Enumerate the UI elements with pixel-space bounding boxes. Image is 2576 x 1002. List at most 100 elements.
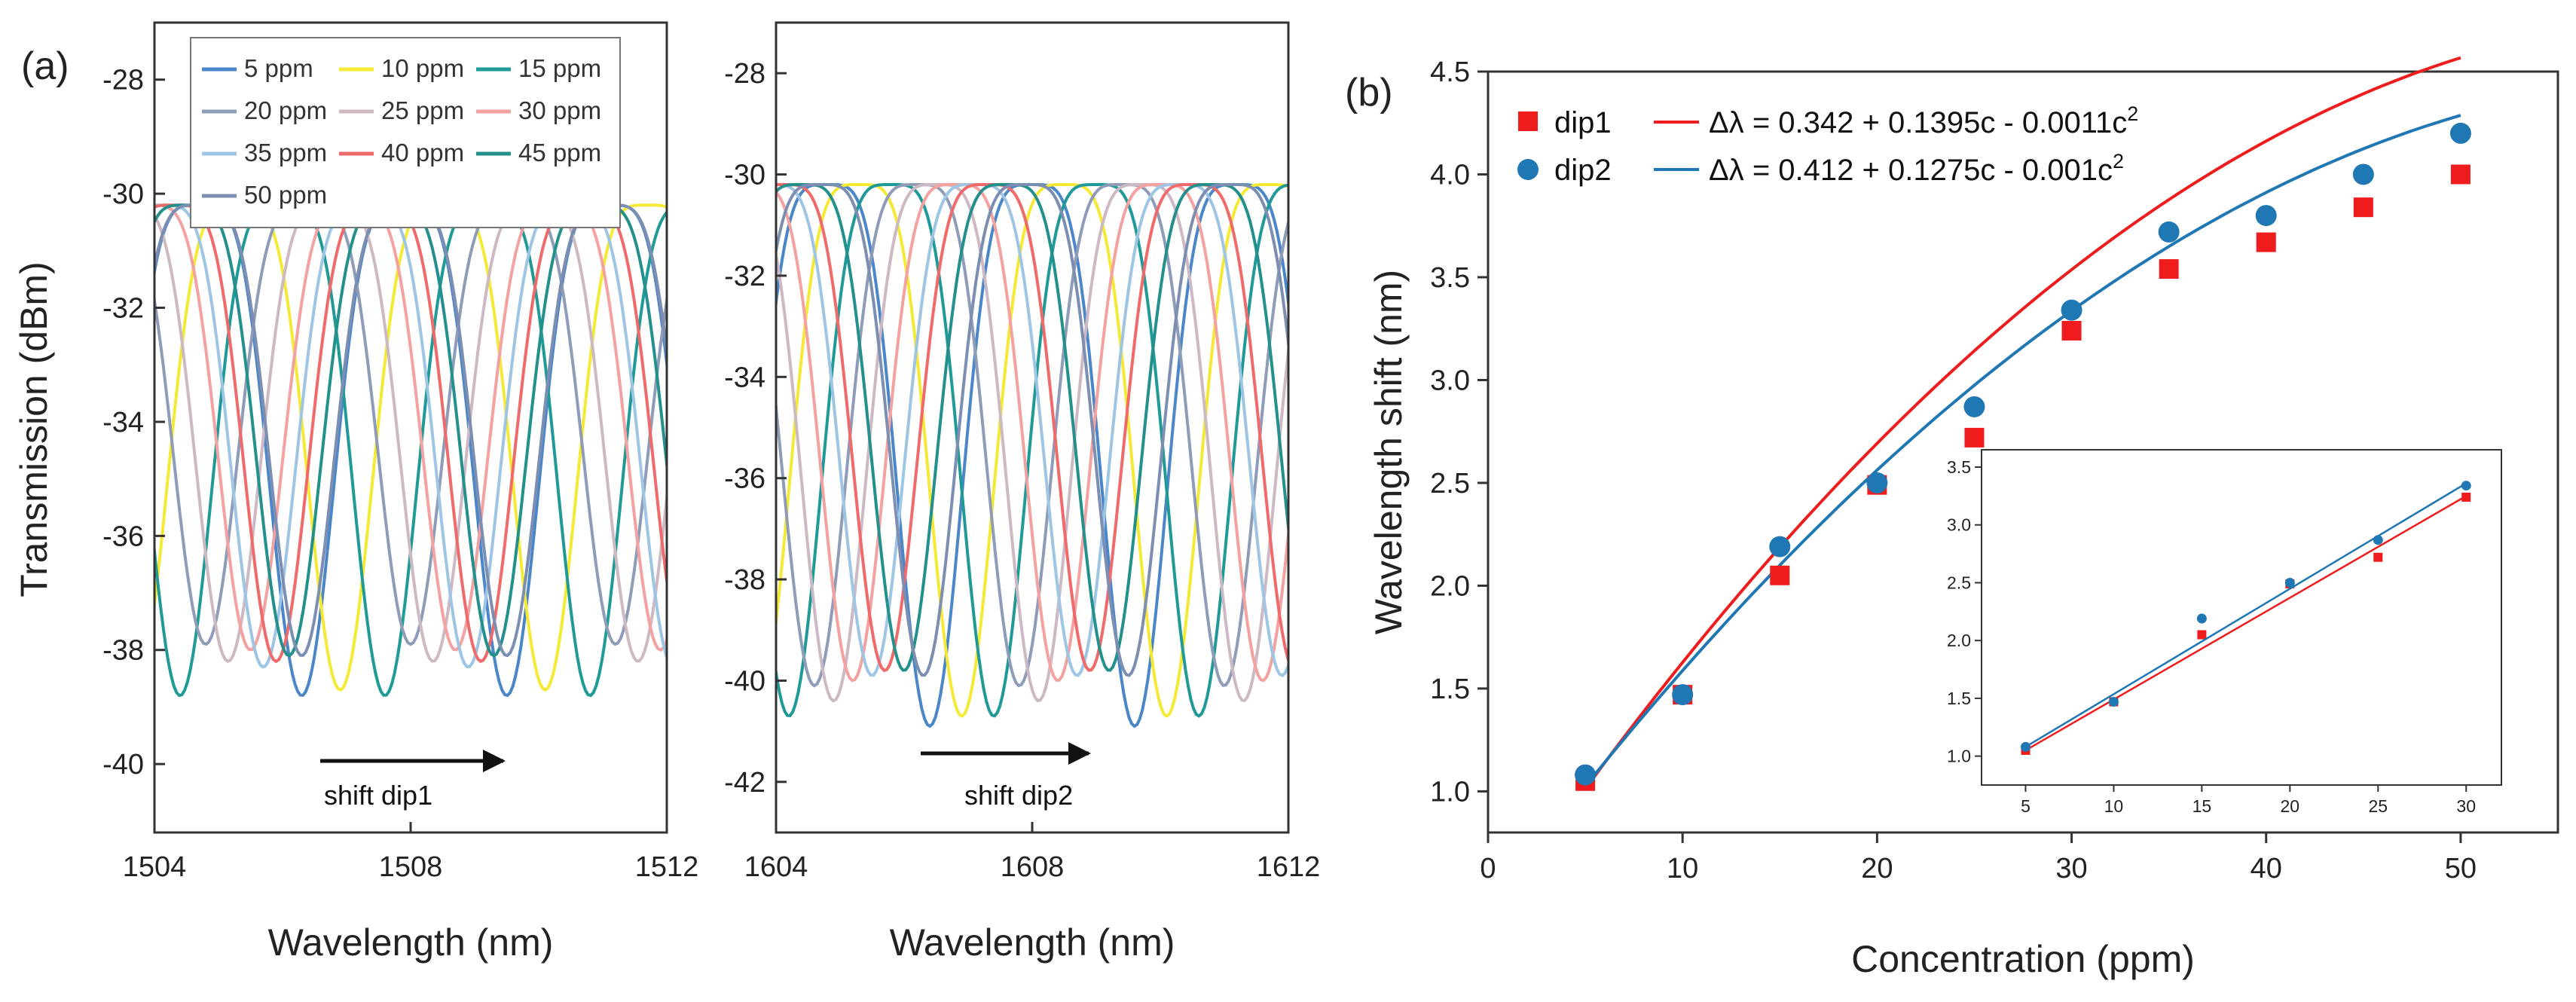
point-dip2: [2255, 205, 2277, 227]
ytick-label: -40: [724, 665, 765, 697]
legend-b-dip2-fit-exp: 2: [2113, 150, 2124, 173]
legend-b-dip1-marker: [1518, 112, 1538, 131]
shift-dip1-label: shift dip1: [324, 780, 432, 811]
b-ytick-label: 2.0: [1430, 570, 1470, 602]
panel-a-label: (a): [21, 44, 69, 88]
fit-curve-dip2: [1584, 114, 2461, 787]
panel-a1-curves: [154, 203, 667, 698]
ytick-label: -30: [724, 160, 765, 191]
legend-a-label: 20 ppm: [244, 96, 327, 124]
inset-fit-dip2: [2024, 482, 2467, 748]
legend-a-label: 5 ppm: [244, 54, 313, 82]
panel-b-frame: [1487, 70, 2559, 834]
legend-a-label: 10 ppm: [381, 54, 464, 82]
legend-b-dip2-marker: [1517, 159, 1539, 180]
legend-b-dip2-name: dip2: [1554, 154, 1612, 187]
inset-point-dip2: [2461, 481, 2471, 491]
panel-b-xlabel: Concentration (ppm): [1851, 938, 2195, 980]
ytick-label: -42: [724, 767, 765, 799]
point-dip1: [2061, 320, 2082, 341]
inset-ytick-label: 1.0: [1947, 747, 1971, 766]
b-ytick-label: 4.0: [1430, 159, 1470, 191]
ytick-label: -30: [102, 179, 144, 210]
inset-xtick-label: 20: [2281, 796, 2300, 816]
spectrum-a2-35-ppm: [776, 183, 1288, 678]
inset-plot: 5 10 15 20 25 30 1.0 1.5 2.0 2.5 3.0 3.5: [1947, 457, 2476, 816]
point-dip1: [2159, 259, 2179, 280]
spectrum-a1-15-ppm: [154, 203, 667, 698]
legend-b-dip1-fit-text: Δλ = 0.342 + 0.1395c - 0.0011c: [1709, 106, 2127, 139]
inset-fit-dip1: [2024, 495, 2467, 752]
shift-dip2-label: shift dip2: [964, 780, 1073, 811]
b-xtick-label: 40: [2251, 853, 2282, 884]
b-ytick-label: 3.0: [1430, 365, 1470, 396]
b-xtick-label: 10: [1667, 853, 1698, 884]
xtick-label: 1504: [123, 851, 187, 883]
inset-point-dip2: [2373, 535, 2383, 545]
inset-xtick-label: 25: [2368, 796, 2388, 816]
point-dip1: [2256, 232, 2276, 252]
inset-xtick-label: 5: [2021, 796, 2031, 816]
inset-ytick-label: 3.0: [1947, 515, 1971, 535]
legend-a-label: 25 ppm: [381, 96, 464, 124]
point-dip2: [2158, 221, 2180, 243]
point-dip1: [2353, 197, 2373, 218]
inset-point-dip1: [2197, 630, 2207, 640]
b-xtick-label: 50: [2445, 853, 2477, 884]
spectrum-a1-5-ppm: [154, 203, 667, 698]
point-dip2: [2352, 163, 2374, 185]
inset-point-dip2: [2284, 577, 2295, 588]
inset-ytick-label: 1.5: [1947, 689, 1971, 708]
spectrum-a2-25-ppm: [776, 183, 1288, 703]
inset-xtick-label: 30: [2456, 796, 2476, 816]
panel-a2-axes: 1604 1608 1612 -28 -30 -32 -34 -36 -38 -40 -42: [724, 58, 1320, 883]
ytick-label: -34: [724, 362, 765, 393]
panel-b-points: [1575, 122, 2471, 791]
b-xtick-label: 20: [1861, 853, 1893, 884]
legend-b-dip1-name: dip1: [1554, 106, 1612, 139]
inset-xtick-label: 15: [2193, 796, 2212, 816]
ytick-label: -38: [102, 635, 144, 667]
inset-ytick-label: 2.5: [1947, 573, 1971, 592]
xtick-label: 1512: [635, 851, 699, 883]
inset-point-dip1: [2373, 552, 2383, 562]
ytick-label: -36: [102, 521, 144, 552]
point-dip2: [1963, 396, 1985, 417]
panel-b-ylabel: Wavelength shift (nm): [1367, 270, 1410, 634]
panel-b-axes: 0 10 20 30 40 50 1.0 1.5 2.0 2.5 3.0 3.5 4.0 4.5: [1430, 57, 2477, 884]
ytick-label: -38: [724, 564, 765, 596]
xtick-label: 1612: [1257, 851, 1321, 883]
panel-b-fit-curves: [1584, 56, 2461, 790]
ytick-label: -32: [102, 293, 144, 325]
b-ytick-label: 1.0: [1430, 776, 1470, 808]
legend-a-label: 45 ppm: [518, 139, 601, 166]
panel-b-label: (b): [1345, 71, 1393, 115]
fit-curve-dip1: [1584, 56, 2461, 790]
point-dip2: [1769, 536, 1791, 558]
inset-point-dip2: [2108, 697, 2119, 707]
point-dip1: [1770, 565, 1790, 585]
b-ytick-label: 4.5: [1430, 57, 1470, 88]
ytick-label: -32: [724, 261, 765, 292]
b-xtick-label: 30: [2055, 853, 2087, 884]
legend-b-dip1-fit-exp: 2: [2127, 102, 2138, 125]
point-dip2: [2061, 299, 2082, 321]
spectrum-a1-20-ppm: [154, 203, 667, 646]
spectrum-a2-45-ppm: [776, 183, 1288, 672]
point-dip1: [2450, 164, 2471, 185]
legend-a-label: 30 ppm: [518, 96, 601, 124]
point-dip2: [2449, 122, 2471, 144]
legend-b-dip2-fit: Δλ = 0.412 + 0.1275c - 0.001c2: [1709, 150, 2124, 187]
xtick-label: 1508: [379, 851, 443, 883]
spectrum-a1-10-ppm: [154, 203, 667, 692]
panel-a1-axes: 1504 1508 1512 -28 -30 -32 -34 -36 -38 -40: [102, 65, 698, 883]
legend-a-label: 50 ppm: [244, 181, 327, 209]
legend-a-label: 35 ppm: [244, 139, 327, 166]
spectrum-a2-15-ppm: [776, 183, 1288, 718]
legend-a-label: 15 ppm: [518, 54, 601, 82]
ytick-label: -28: [724, 58, 765, 90]
panel-a2-xlabel: Wavelength (nm): [890, 921, 1175, 964]
xtick-label: 1604: [744, 851, 808, 883]
spectrum-a2-20-ppm: [776, 183, 1288, 688]
